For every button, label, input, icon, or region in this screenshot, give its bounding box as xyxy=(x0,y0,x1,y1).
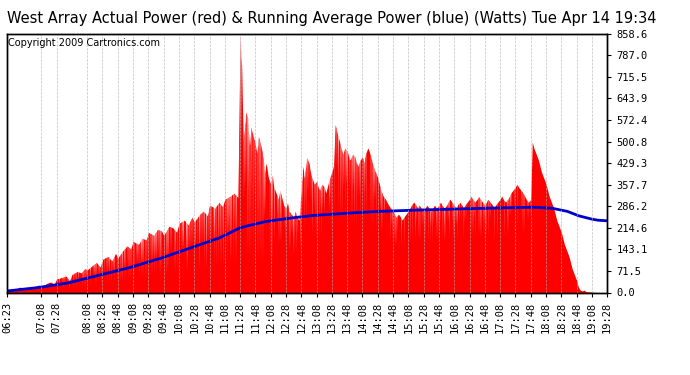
Text: Copyright 2009 Cartronics.com: Copyright 2009 Cartronics.com xyxy=(8,38,160,48)
Text: West Array Actual Power (red) & Running Average Power (blue) (Watts) Tue Apr 14 : West Array Actual Power (red) & Running … xyxy=(7,11,656,26)
